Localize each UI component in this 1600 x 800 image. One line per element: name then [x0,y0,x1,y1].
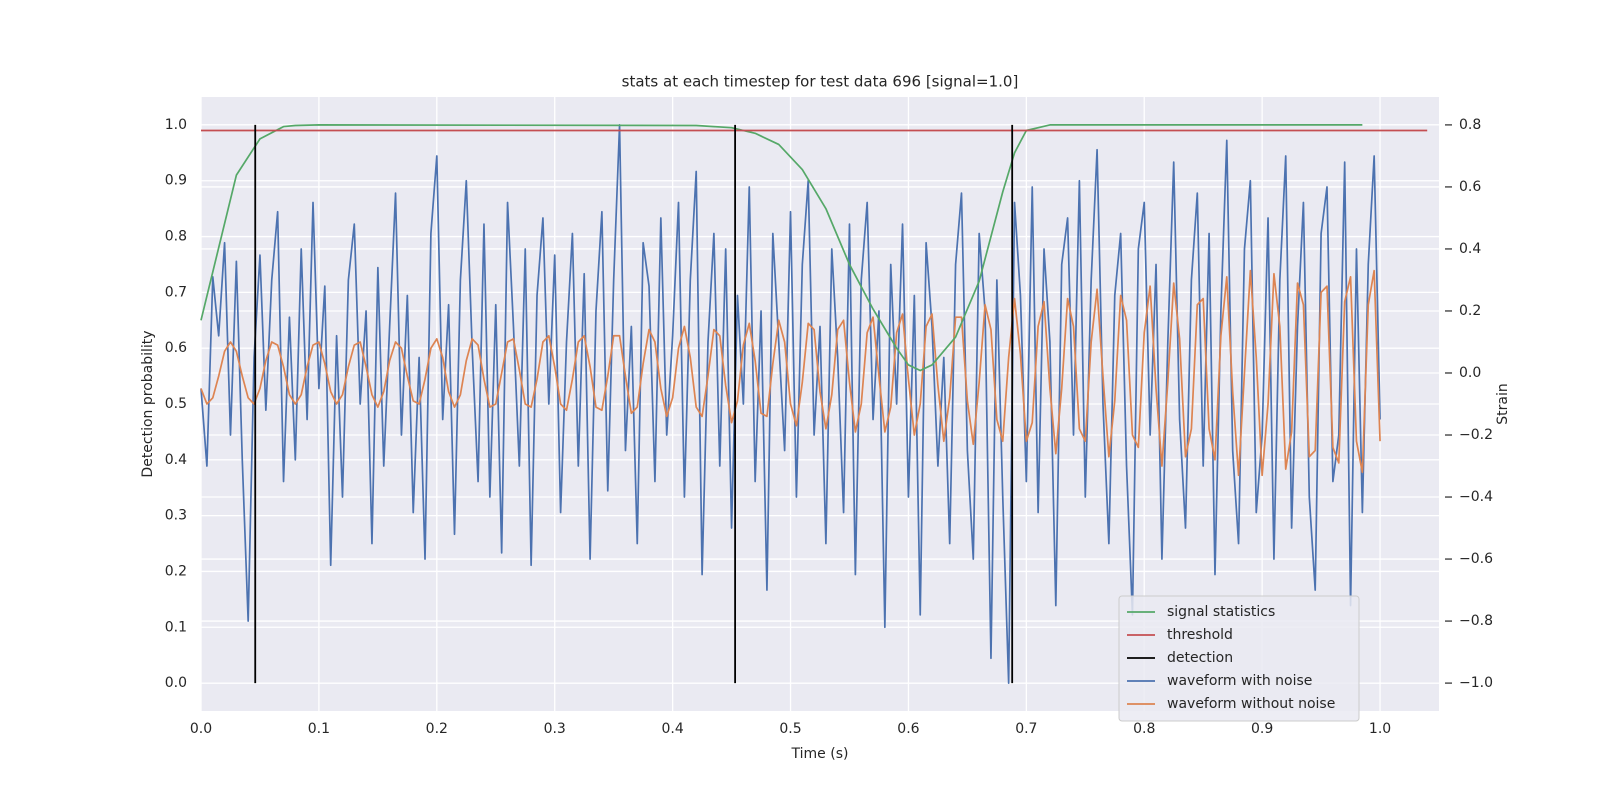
x-tick-label: 0.0 [190,721,212,737]
x-tick-label: 0.2 [426,721,448,737]
legend-label: waveform without noise [1167,696,1335,712]
x-axis-label: Time (s) [791,746,849,762]
y-tick-label: 1.0 [165,117,187,133]
y2-tick-label: −0.8 [1459,613,1493,629]
y-tick-label: 0.9 [165,173,187,189]
y-tick-label: 0.0 [165,675,187,691]
y2-tick-label: −0.4 [1459,489,1493,505]
x-tick-label: 0.5 [779,721,801,737]
y-tick-label: 0.7 [165,284,187,300]
series-line [200,124,1381,684]
y2-tick-label: −0.6 [1459,551,1493,567]
x-tick-label: 0.1 [308,721,330,737]
y-axis-label: Detection probability [140,330,156,477]
y-tick-label: 0.3 [165,508,187,524]
y-tick-label: 0.5 [165,396,187,412]
y-tick-label: 0.4 [165,452,187,468]
x-tick-label: 0.4 [661,721,683,737]
series-line [200,269,1381,477]
x-tick-label: 0.7 [1015,721,1037,737]
legend-box [1118,595,1360,722]
y2-tick-label: 0.0 [1459,365,1481,381]
legend-label: waveform with noise [1167,673,1312,689]
legend: signal statistics threshold detection wavef… [1118,595,1360,722]
y2-tick-label: −0.2 [1459,427,1493,443]
x-tick-label: 1.0 [1369,721,1391,737]
y-tick-label: 0.2 [165,563,187,579]
y2-tick-label: 0.6 [1459,179,1481,195]
y2-tick-label: −1.0 [1459,675,1493,691]
y2-tick-label: 0.2 [1459,303,1481,319]
legend-label: signal statistics [1167,604,1275,620]
legend-label: detection [1167,650,1233,666]
y-tick-label: 0.1 [165,619,187,635]
chart-title: stats at each timestep for test data 696… [622,73,1019,91]
plot-marks [200,124,1428,684]
series-line [200,124,1363,372]
y-tick-label: 0.6 [165,340,187,356]
y-tick-label: 0.8 [165,229,187,245]
x-tick-label: 0.9 [1251,721,1273,737]
x-tick-label: 0.3 [544,721,566,737]
y2-tick-label: 0.4 [1459,241,1481,257]
x-tick-label: 0.8 [1133,721,1155,737]
legend-label: threshold [1167,627,1233,643]
y2-axis-label: Strain [1495,383,1511,424]
y2-tick-label: 0.8 [1459,117,1481,133]
x-tick-label: 0.6 [897,721,919,737]
